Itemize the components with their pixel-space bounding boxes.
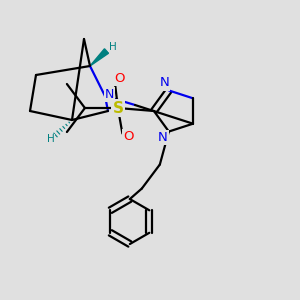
Text: S: S	[112, 100, 123, 116]
Text: N: N	[158, 131, 168, 144]
Text: N: N	[105, 88, 114, 101]
Text: N: N	[160, 76, 169, 89]
Text: H: H	[109, 41, 116, 52]
Text: O: O	[123, 130, 134, 143]
Polygon shape	[90, 49, 109, 66]
Text: O: O	[114, 71, 125, 85]
Text: H: H	[46, 134, 54, 145]
